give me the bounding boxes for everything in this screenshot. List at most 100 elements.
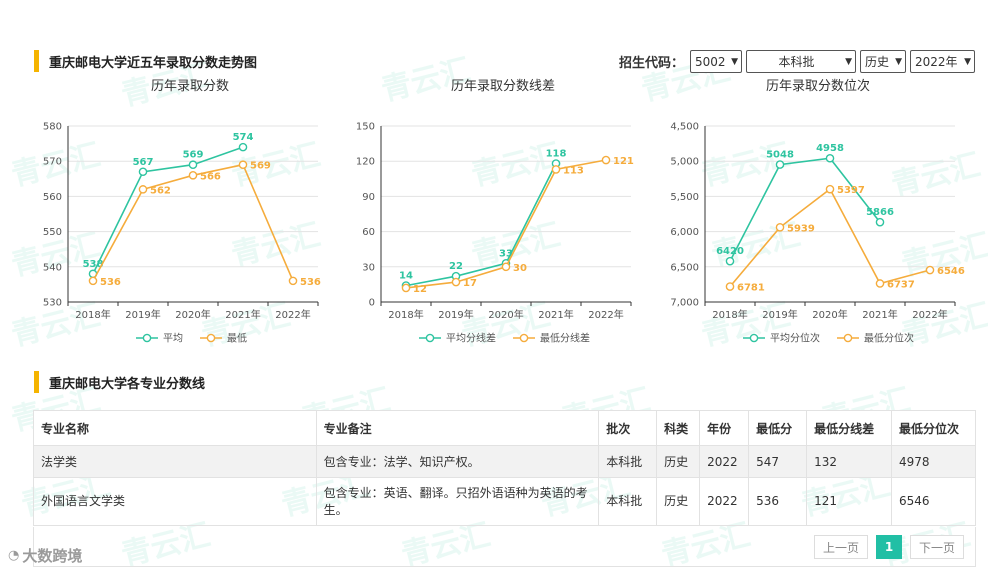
data-point <box>238 142 248 152</box>
y-tick-label: 530 <box>43 298 62 309</box>
data-point <box>288 276 298 286</box>
table-cell: 包含专业：法学、知识产权。 <box>315 445 600 478</box>
series-line <box>92 163 294 282</box>
y-tick-label: 5,500 <box>670 192 699 203</box>
majors-section-header: 重庆邮电大学各专业分数线 <box>34 371 205 393</box>
x-tick-label: 2018年 <box>712 308 747 321</box>
data-point <box>925 265 935 275</box>
data-label: 118 <box>546 149 567 160</box>
legend-label: 最低分线差 <box>540 332 590 345</box>
table-cell: 包含专业：英语、翻译。只招外语语种为英语的考生。 <box>315 477 600 526</box>
data-point <box>138 185 148 194</box>
code-select[interactable]: 5002 ▼ <box>690 50 743 73</box>
data-label: 5048 <box>766 150 794 161</box>
x-tick-label: 2021年 <box>225 308 260 321</box>
x-tick-label: 2022年 <box>912 308 947 321</box>
majors-section-title: 重庆邮电大学各专业分数线 <box>49 376 206 392</box>
filter-label: 招生代码： <box>619 56 685 71</box>
legend-label: 平均分线差 <box>446 332 496 345</box>
data-label: 538 <box>83 259 104 270</box>
y-tick-label: 4,500 <box>670 122 699 133</box>
x-tick-label: 2018年 <box>388 308 423 321</box>
legend-label: 平均分位次 <box>770 332 820 345</box>
chevron-down-icon: ▼ <box>845 56 853 67</box>
data-point <box>725 256 735 266</box>
x-tick-label: 2021年 <box>862 308 897 321</box>
y-tick-label: 90 <box>362 192 375 203</box>
data-point <box>138 167 148 177</box>
table-cell: 536 <box>748 477 808 526</box>
column-header: 最低分位次 <box>891 410 976 446</box>
y-tick-label: 60 <box>362 227 375 238</box>
data-point <box>725 282 735 291</box>
page-1-button[interactable]: 1 <box>876 535 902 559</box>
legend-marker <box>749 333 759 343</box>
x-tick-label: 2018年 <box>75 308 110 321</box>
data-label: 113 <box>563 165 584 176</box>
data-point <box>451 277 461 287</box>
y-tick-label: 0 <box>369 298 375 309</box>
data-label: 22 <box>449 261 463 272</box>
data-point <box>238 160 248 170</box>
chevron-down-icon: ▼ <box>731 56 739 67</box>
data-label: 6420 <box>716 246 744 257</box>
data-point <box>401 283 411 293</box>
chevron-down-icon: ▼ <box>895 56 903 67</box>
series-line <box>729 157 881 262</box>
data-point <box>188 170 198 180</box>
data-label: 574 <box>233 132 254 143</box>
data-label: 6781 <box>737 283 765 294</box>
legend-marker <box>142 333 152 343</box>
legend-marker <box>206 333 216 343</box>
x-tick-label: 2020年 <box>812 308 847 321</box>
y-tick-label: 540 <box>43 262 62 273</box>
data-label: 569 <box>183 150 204 161</box>
y-tick-label: 560 <box>43 192 62 203</box>
column-header: 最低分线差 <box>806 410 893 446</box>
y-tick-label: 570 <box>43 157 62 168</box>
x-tick-label: 2022年 <box>275 308 310 321</box>
data-point <box>775 160 785 169</box>
data-point <box>188 160 198 170</box>
section-marker <box>34 371 39 393</box>
data-label: 30 <box>513 263 527 274</box>
data-point <box>775 223 785 232</box>
line-diff-chart: 0 30 60 90 120 150 2018年 2019年 2020年 2021年 2022年 14… <box>356 122 634 345</box>
y-tick-label: 5,000 <box>670 157 699 168</box>
data-label: 566 <box>200 171 221 182</box>
data-label: 5866 <box>866 207 894 218</box>
chevron-down-icon: ▼ <box>964 56 972 67</box>
pager-row <box>33 527 976 567</box>
subject-select[interactable]: 历史 ▼ <box>860 50 907 73</box>
majors-table: 专业名称 专业备注 批次 科类 年份 最低分 最低分线差 最低分位次 法学类 包… <box>33 410 976 526</box>
data-label: 17 <box>463 278 477 289</box>
table-row: 法学类 包含专业：法学、知识产权。 本科批 历史 2022 547 132 49… <box>33 445 976 478</box>
prev-page-button[interactable]: 上一页 <box>814 535 868 559</box>
data-label: 4958 <box>816 143 844 154</box>
filter-bar: 招生代码： 5002 ▼ 本科批 ▼ 历史 ▼ 2022年 ▼ <box>619 50 976 73</box>
data-label: 12 <box>413 284 427 295</box>
y-tick-label: 550 <box>43 227 62 238</box>
legend-label: 最低分位次 <box>864 332 914 345</box>
year-select[interactable]: 2022年 ▼ <box>910 50 976 73</box>
table-header-row: 专业名称 专业备注 批次 科类 年份 最低分 最低分线差 最低分位次 <box>33 410 976 446</box>
trend-section-title: 重庆邮电大学近五年录取分数走势图 <box>49 55 258 71</box>
table-cell: 132 <box>806 445 893 478</box>
next-page-button[interactable]: 下一页 <box>910 535 964 559</box>
x-tick-label: 2020年 <box>488 308 523 321</box>
data-point <box>875 279 885 288</box>
chat-bubble-icon: ◔ <box>8 548 20 563</box>
table-cell: 121 <box>806 477 893 526</box>
table-cell: 2022 <box>699 477 750 526</box>
rank-chart-title: 历年录取分数位次 <box>765 79 870 94</box>
x-tick-label: 2021年 <box>538 308 573 321</box>
y-tick-label: 580 <box>43 122 62 133</box>
column-header: 专业名称 <box>33 410 317 446</box>
x-tick-label: 2022年 <box>588 308 623 321</box>
data-label: 33 <box>499 248 513 259</box>
x-tick-label: 2020年 <box>175 308 210 321</box>
column-header: 专业备注 <box>315 410 600 446</box>
score-chart: 530 540 550 560 570 580 2018年 2019年 2020年 2021年 20… <box>43 122 321 345</box>
data-point <box>875 217 885 227</box>
batch-select[interactable]: 本科批 ▼ <box>746 50 857 73</box>
